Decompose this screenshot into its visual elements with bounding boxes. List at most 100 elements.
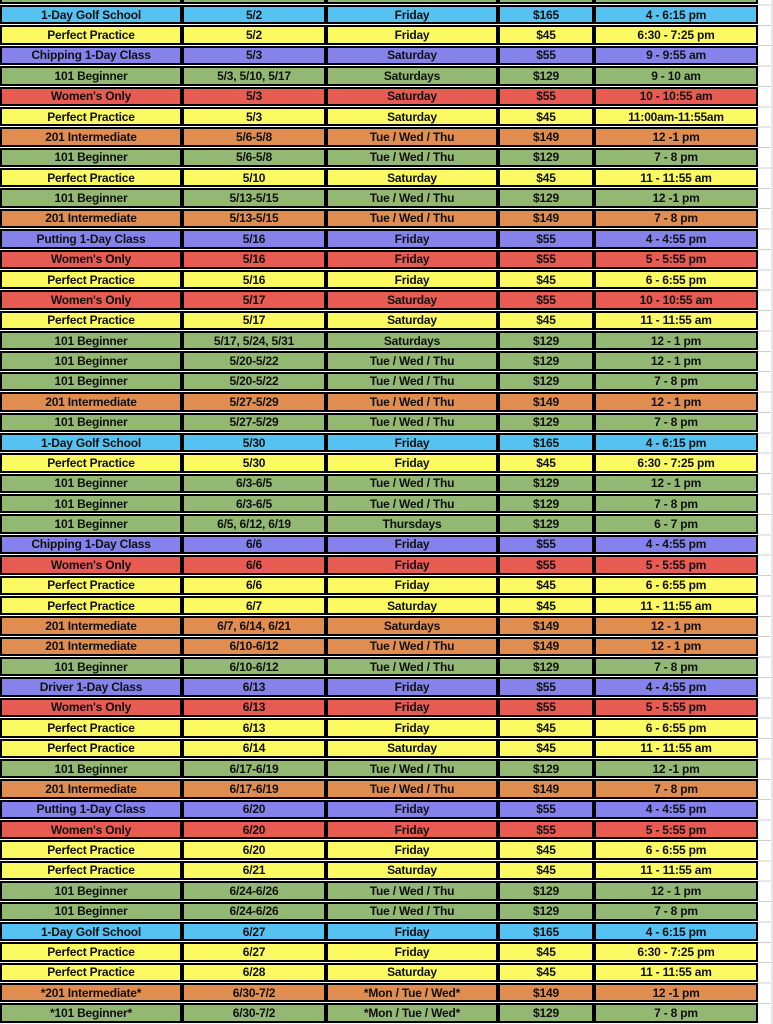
cell-program[interactable]: 101 Beginner <box>0 901 182 921</box>
cell-days[interactable]: Saturday <box>326 738 498 758</box>
cell-dates[interactable]: 5/3 <box>182 45 326 66</box>
cell-program[interactable]: Perfect Practice <box>0 962 182 982</box>
cell-time[interactable]: 6:30 - 7:25 pm <box>594 25 758 45</box>
cell-time[interactable]: 7 - 8 pm <box>594 208 758 229</box>
cell-time[interactable]: 11 - 11:55 am <box>594 168 758 188</box>
cell-time[interactable]: 7 - 8 pm <box>594 494 758 514</box>
cell-dates[interactable]: 6/24-6/26 <box>182 901 326 921</box>
cell-dates[interactable]: 5/13-5/15 <box>182 188 326 208</box>
cell-time[interactable]: 11 - 11:55 am <box>594 595 758 616</box>
cell-dates[interactable]: 5/2 <box>182 25 326 45</box>
cell-dates[interactable]: 6/27 <box>182 921 326 942</box>
cell-dates[interactable]: 6/20 <box>182 820 326 840</box>
cell-dates[interactable]: 5/6-5/8 <box>182 147 326 167</box>
cell-program[interactable]: 201 Intermediate <box>0 392 182 412</box>
cell-program[interactable]: Perfect Practice <box>0 269 182 290</box>
cell-price[interactable]: $45 <box>498 453 594 473</box>
cell-days[interactable]: Tue / Wed / Thu <box>326 127 498 147</box>
cell-dates[interactable]: 5/20-5/22 <box>182 371 326 392</box>
cell-price[interactable]: $129 <box>498 758 594 779</box>
cell-program[interactable]: 1-Day Golf School <box>0 5 182 25</box>
cell-time[interactable]: 12 -1 pm <box>594 188 758 208</box>
cell-time[interactable]: 9 - 9:55 am <box>594 45 758 66</box>
cell-dates[interactable]: 5/30 <box>182 453 326 473</box>
cell-program[interactable]: Putting 1-Day Class <box>0 799 182 819</box>
cell-days[interactable]: Saturday <box>326 962 498 982</box>
cell-dates[interactable]: 6/7, 6/14, 6/21 <box>182 616 326 636</box>
cell-price[interactable]: $149 <box>498 127 594 147</box>
cell-days[interactable]: Friday <box>326 942 498 962</box>
cell-program[interactable]: 101 Beginner <box>0 473 182 493</box>
cell-program[interactable]: Chipping 1-Day Class <box>0 534 182 555</box>
cell-price[interactable]: $149 <box>498 392 594 412</box>
cell-time[interactable]: 5 - 5:55 pm <box>594 820 758 840</box>
cell-time[interactable]: 12 - 1 pm <box>594 392 758 412</box>
cell-program[interactable]: Driver 1-Day Class <box>0 677 182 697</box>
cell-program[interactable]: 101 Beginner <box>0 494 182 514</box>
cell-time[interactable]: 7 - 8 pm <box>594 147 758 167</box>
cell-price[interactable]: $55 <box>498 677 594 697</box>
cell-price[interactable]: $45 <box>498 942 594 962</box>
cell-days[interactable]: Thursdays <box>326 514 498 534</box>
cell-program[interactable]: Perfect Practice <box>0 575 182 595</box>
cell-time[interactable]: 5 - 5:55 pm <box>594 555 758 575</box>
cell-price[interactable]: $45 <box>498 269 594 290</box>
cell-dates[interactable]: 5/3 <box>182 86 326 106</box>
cell-dates[interactable]: 6/17-6/19 <box>182 779 326 799</box>
cell-days[interactable]: Saturday <box>326 168 498 188</box>
cell-dates[interactable]: 5/6-5/8 <box>182 127 326 147</box>
cell-dates[interactable]: 6/27 <box>182 942 326 962</box>
cell-days[interactable]: Tue / Wed / Thu <box>326 188 498 208</box>
cell-program[interactable]: Women's Only <box>0 249 182 269</box>
cell-program[interactable]: Women's Only <box>0 820 182 840</box>
cell-time[interactable]: 6 - 6:55 pm <box>594 575 758 595</box>
cell-days[interactable]: Saturday <box>326 310 498 330</box>
cell-program[interactable]: 201 Intermediate <box>0 636 182 656</box>
cell-program[interactable]: Chipping 1-Day Class <box>0 45 182 66</box>
cell-time[interactable]: 12 -1 pm <box>594 983 758 1003</box>
cell-program[interactable]: Perfect Practice <box>0 25 182 45</box>
cell-program[interactable]: Perfect Practice <box>0 310 182 330</box>
cell-program[interactable]: 201 Intermediate <box>0 779 182 799</box>
cell-program[interactable]: Perfect Practice <box>0 738 182 758</box>
cell-days[interactable]: Tue / Wed / Thu <box>326 351 498 371</box>
cell-price[interactable]: $149 <box>498 616 594 636</box>
cell-price[interactable]: $129 <box>498 1003 594 1023</box>
cell-days[interactable]: Tue / Wed / Thu <box>326 901 498 921</box>
cell-price[interactable]: $55 <box>498 290 594 310</box>
cell-program[interactable]: 201 Intermediate <box>0 127 182 147</box>
cell-program[interactable]: Women's Only <box>0 555 182 575</box>
cell-days[interactable]: Tue / Wed / Thu <box>326 473 498 493</box>
cell-price[interactable]: $129 <box>498 331 594 351</box>
cell-time[interactable]: 12 - 1 pm <box>594 616 758 636</box>
cell-days[interactable]: Saturday <box>326 860 498 881</box>
cell-dates[interactable]: 5/16 <box>182 229 326 249</box>
cell-program[interactable]: 101 Beginner <box>0 351 182 371</box>
cell-program[interactable]: 101 Beginner <box>0 371 182 392</box>
cell-days[interactable]: Friday <box>326 820 498 840</box>
cell-price[interactable]: $149 <box>498 636 594 656</box>
cell-time[interactable]: 9 - 10 am <box>594 66 758 86</box>
cell-days[interactable]: Friday <box>326 840 498 860</box>
cell-dates[interactable]: 5/3, 5/10, 5/17 <box>182 66 326 86</box>
cell-price[interactable]: $129 <box>498 473 594 493</box>
cell-program[interactable]: 101 Beginner <box>0 657 182 677</box>
cell-dates[interactable]: 5/30 <box>182 432 326 453</box>
cell-price[interactable]: $165 <box>498 432 594 453</box>
cell-time[interactable]: 6 - 6:55 pm <box>594 840 758 860</box>
cell-price[interactable]: $45 <box>498 840 594 860</box>
cell-days[interactable] <box>326 0 498 4</box>
cell-program[interactable]: 101 Beginner <box>0 331 182 351</box>
cell-dates[interactable]: 5/27-5/29 <box>182 392 326 412</box>
cell-time[interactable]: 7 - 8 pm <box>594 901 758 921</box>
cell-time[interactable]: 6:30 - 7:25 pm <box>594 942 758 962</box>
cell-days[interactable]: Saturdays <box>326 616 498 636</box>
cell-dates[interactable]: 6/17-6/19 <box>182 758 326 779</box>
cell-price[interactable]: $55 <box>498 555 594 575</box>
cell-dates[interactable]: 5/27-5/29 <box>182 412 326 432</box>
cell-price[interactable]: $149 <box>498 983 594 1003</box>
cell-time[interactable]: 11 - 11:55 am <box>594 962 758 982</box>
cell-dates[interactable]: 6/3-6/5 <box>182 494 326 514</box>
cell-price[interactable]: $165 <box>498 921 594 942</box>
cell-time[interactable]: 6:30 - 7:25 pm <box>594 453 758 473</box>
